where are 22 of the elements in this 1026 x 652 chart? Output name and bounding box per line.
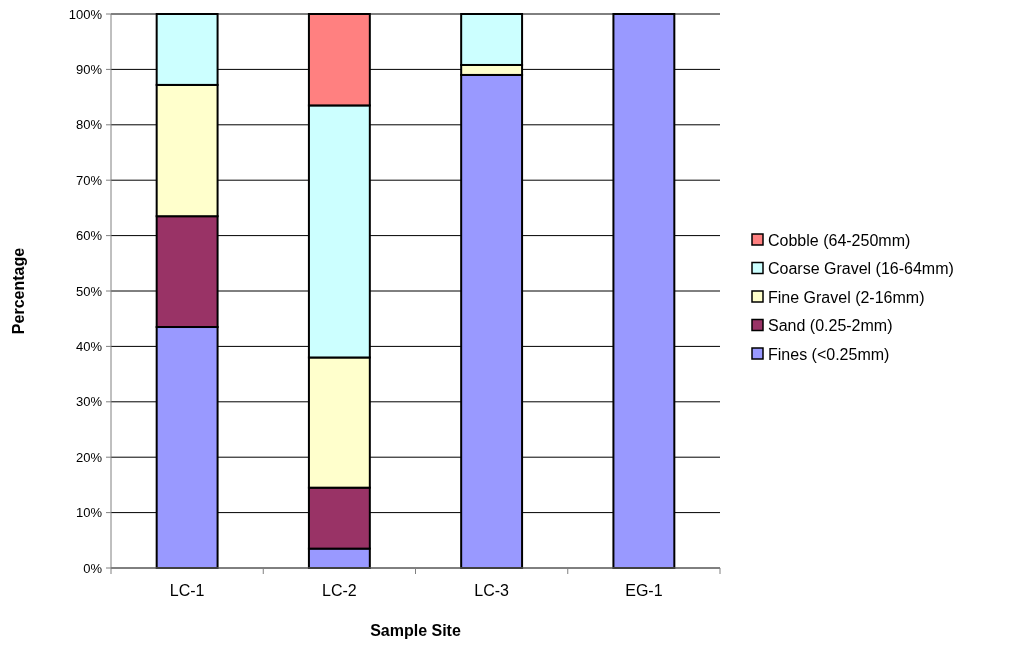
y-tick-label: 0% <box>83 560 103 576</box>
y-tick-label: 80% <box>75 117 103 133</box>
y-tick-label: 90% <box>75 61 103 77</box>
y-tick-label: 40% <box>75 338 103 354</box>
y-tick-label: 30% <box>75 394 103 410</box>
x-tick-label: LC-1 <box>169 582 205 599</box>
legend-label: Cobble (64-250mm) <box>768 231 911 249</box>
x-tick-label: LC-2 <box>322 582 357 599</box>
y-tick-label: 10% <box>75 505 103 521</box>
y-tick-label: 70% <box>75 172 103 188</box>
legend-label: Fines (<0.25mm) <box>768 345 890 363</box>
y-tick-label: 50% <box>75 283 103 299</box>
y-tick-label: 60% <box>75 228 103 244</box>
legend-label: Fine Gravel (2-16mm) <box>768 288 925 306</box>
y-axis-title: Percentage <box>10 247 27 335</box>
legend-label: Sand (0.25-2mm) <box>768 317 893 335</box>
x-tick-label: LC-3 <box>474 582 510 599</box>
x-axis-title: Sample Site <box>370 622 461 639</box>
x-tick-label: EG-1 <box>625 582 663 599</box>
y-tick-label: 20% <box>75 449 103 465</box>
legend-label: Coarse Gravel (16-64mm) <box>768 260 954 278</box>
y-tick-label: 100% <box>68 6 103 22</box>
